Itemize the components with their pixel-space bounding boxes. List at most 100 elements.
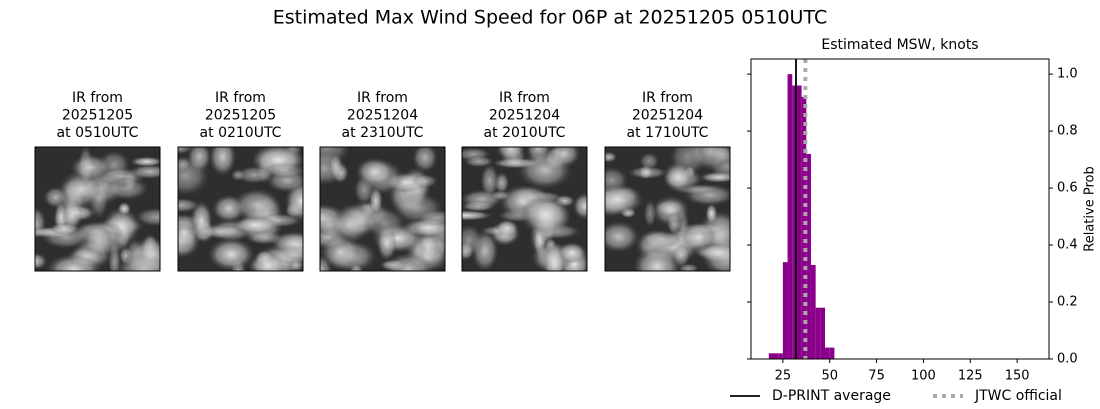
bar bbox=[768, 353, 774, 359]
cloud bbox=[178, 197, 201, 213]
cloud bbox=[572, 192, 587, 220]
bar bbox=[796, 85, 802, 359]
bar bbox=[810, 264, 816, 359]
bar bbox=[787, 74, 793, 359]
ir-frame bbox=[177, 146, 304, 272]
cloud bbox=[651, 195, 690, 227]
panel-title: IR from bbox=[642, 90, 693, 106]
cloud bbox=[520, 195, 571, 235]
bar bbox=[792, 85, 797, 359]
y-tick-label: 1.0 bbox=[1057, 67, 1078, 82]
panel-title: at 1710UTC bbox=[627, 125, 709, 141]
figure-title: Estimated Max Wind Speed for 06P at 2025… bbox=[273, 7, 827, 29]
cloud bbox=[135, 207, 160, 227]
cloud bbox=[705, 203, 718, 225]
ir-frame bbox=[604, 146, 731, 272]
cloud bbox=[672, 243, 691, 268]
cloud bbox=[490, 190, 511, 201]
panel-title: IR from bbox=[215, 90, 266, 106]
panel-title: at 2310UTC bbox=[342, 125, 424, 141]
cloud bbox=[363, 207, 406, 240]
legend-label: D-PRINT average bbox=[772, 388, 891, 404]
cloud bbox=[328, 213, 366, 238]
cloud bbox=[115, 252, 160, 271]
cloud bbox=[178, 147, 194, 155]
ir-texture bbox=[178, 147, 303, 271]
x-tick-label: 125 bbox=[958, 369, 983, 384]
ir-texture bbox=[462, 147, 587, 271]
cloud bbox=[328, 153, 343, 179]
cloud bbox=[383, 252, 433, 271]
bar bbox=[782, 262, 788, 359]
cloud bbox=[130, 156, 160, 167]
cloud bbox=[368, 186, 383, 215]
cloud bbox=[663, 162, 693, 192]
cloud bbox=[61, 197, 83, 231]
bar bbox=[778, 353, 783, 359]
cloud bbox=[246, 231, 285, 245]
cloud bbox=[462, 210, 493, 221]
cloud bbox=[268, 245, 303, 265]
plot-frame bbox=[750, 58, 1050, 360]
bar bbox=[815, 307, 821, 359]
panel-title: 20251205 bbox=[62, 108, 133, 124]
cloud bbox=[517, 150, 573, 190]
cloud bbox=[605, 220, 640, 253]
ir-texture bbox=[35, 147, 160, 271]
cloud bbox=[194, 224, 246, 239]
y-tick-label: 0.2 bbox=[1057, 295, 1078, 310]
ir-image bbox=[604, 146, 731, 272]
cloud bbox=[355, 157, 395, 187]
ir-image bbox=[177, 146, 304, 272]
cloud bbox=[412, 174, 438, 188]
panel-title: IR from bbox=[72, 90, 123, 106]
legend-label: JTWC official bbox=[974, 388, 1062, 404]
cloud bbox=[633, 246, 682, 271]
x-tick-label: 25 bbox=[775, 369, 792, 384]
cloud bbox=[70, 154, 112, 181]
cloud bbox=[209, 147, 237, 176]
cloud bbox=[412, 147, 438, 173]
cloud bbox=[178, 214, 200, 251]
cloud bbox=[605, 151, 617, 163]
cloud bbox=[84, 223, 113, 258]
panel-title: 20251204 bbox=[347, 108, 418, 124]
cloud bbox=[35, 252, 48, 270]
cloud bbox=[495, 147, 526, 161]
cloud bbox=[464, 155, 494, 168]
cloud bbox=[129, 164, 160, 179]
ir-image bbox=[319, 146, 446, 272]
panel-title: IR from bbox=[499, 90, 550, 106]
panel-title: IR from bbox=[357, 90, 408, 106]
panel-title: 20251205 bbox=[205, 108, 276, 124]
chart-title: Estimated MSW, knots bbox=[821, 37, 978, 53]
ir-frame bbox=[34, 146, 161, 272]
cloud bbox=[417, 209, 445, 226]
panel-title: at 0210UTC bbox=[200, 125, 282, 141]
panel-title: at 2010UTC bbox=[484, 125, 566, 141]
cloud bbox=[231, 216, 280, 234]
ir-image bbox=[34, 146, 161, 272]
y-tick-label: 0.4 bbox=[1057, 238, 1078, 253]
cloud bbox=[462, 224, 483, 257]
cloud bbox=[117, 202, 131, 216]
cloud bbox=[232, 188, 281, 222]
y-tick-label: 0.0 bbox=[1057, 352, 1078, 367]
panel-title: 20251204 bbox=[489, 108, 560, 124]
bar bbox=[806, 153, 811, 359]
x-tick-label: 150 bbox=[1005, 369, 1030, 384]
ir-image bbox=[461, 146, 588, 272]
panel-title: 20251204 bbox=[632, 108, 703, 124]
cloud bbox=[49, 222, 80, 235]
cloud bbox=[639, 152, 659, 170]
cloud bbox=[699, 171, 730, 183]
y-tick-label: 0.6 bbox=[1057, 181, 1078, 196]
cloud bbox=[187, 147, 212, 173]
ir-texture bbox=[320, 147, 445, 271]
cloud bbox=[627, 166, 668, 180]
x-tick-label: 100 bbox=[911, 369, 936, 384]
cloud bbox=[230, 169, 246, 181]
y-tick-label: 0.8 bbox=[1057, 124, 1078, 139]
cloud bbox=[495, 219, 519, 238]
